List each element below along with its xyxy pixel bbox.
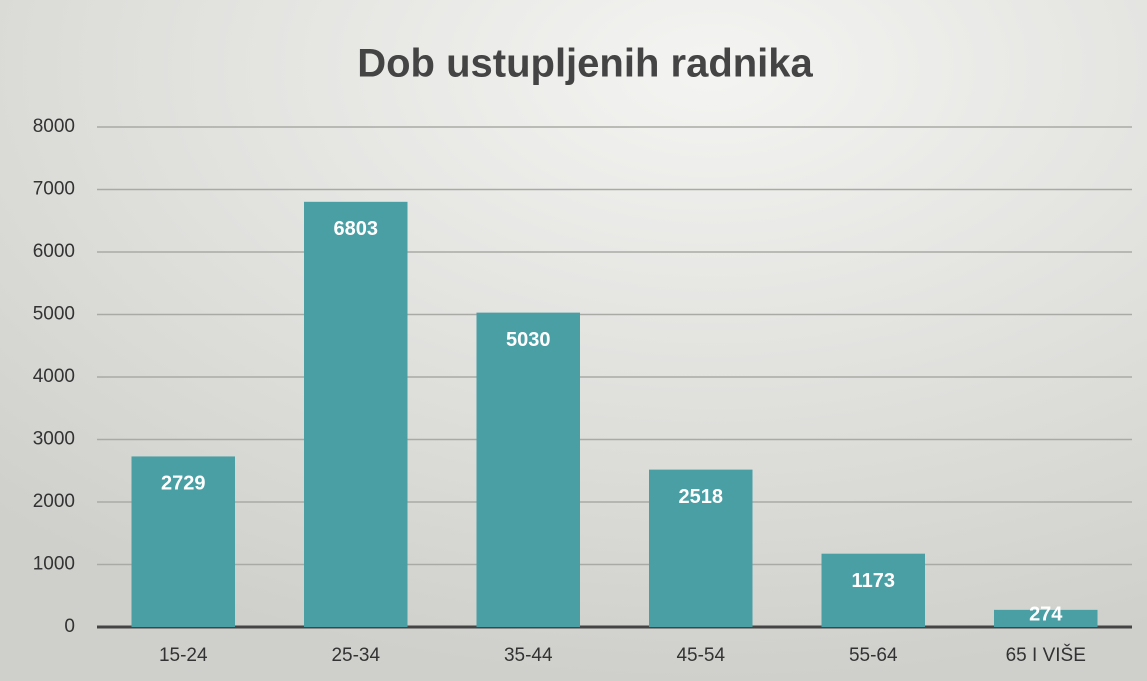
value-label: 5030 — [506, 329, 551, 351]
y-tick-label: 4000 — [33, 366, 75, 387]
y-tick-label: 5000 — [33, 304, 75, 325]
bar — [649, 469, 753, 627]
x-tick-label: 35-44 — [504, 645, 553, 666]
y-tick-label: 0 — [64, 616, 75, 637]
y-tick-label: 1000 — [33, 554, 75, 575]
y-tick-label: 7000 — [33, 179, 75, 200]
y-tick-label: 2000 — [33, 491, 75, 512]
y-tick-label: 8000 — [33, 116, 75, 137]
value-label: 2518 — [679, 486, 724, 508]
value-label: 274 — [1029, 603, 1063, 625]
x-tick-label: 55-64 — [849, 645, 898, 666]
x-tick-label: 65 I VIŠE — [1006, 644, 1086, 666]
bar — [304, 201, 408, 627]
x-tick-label: 15-24 — [159, 645, 208, 666]
x-tick-label: 25-34 — [331, 645, 380, 666]
bar — [994, 609, 1098, 627]
bar — [476, 312, 580, 627]
bar — [131, 456, 235, 627]
value-label: 1173 — [852, 570, 895, 592]
bar — [821, 553, 925, 627]
value-label: 6803 — [334, 218, 379, 240]
value-label: 2729 — [161, 473, 206, 495]
y-tick-label: 6000 — [33, 241, 75, 262]
chart-title: Dob ustupljenih radnika — [357, 42, 813, 86]
y-tick-label: 3000 — [33, 429, 75, 450]
x-tick-label: 45-54 — [676, 645, 725, 666]
